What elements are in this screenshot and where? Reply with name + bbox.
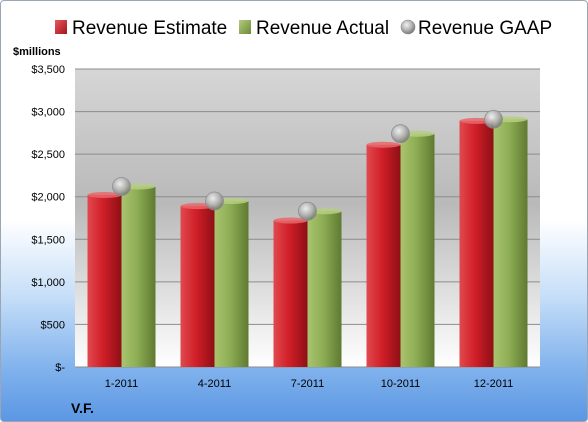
bar-revenue-estimate: [87, 195, 122, 367]
chart-legend: Revenue Estimate Revenue Actual Revenue GA…: [55, 18, 552, 39]
bar-top-cap: [273, 217, 308, 224]
y-tick-label: $-: [55, 362, 65, 374]
legend-swatch-estimate: [55, 20, 67, 34]
marker-revenue-gaap: [484, 109, 503, 129]
marker-revenue-gaap: [391, 124, 410, 144]
y-axis-ticks: $- $500 $1,000 $1,500 $2,000 $2,500 $3,000 $3,5…: [31, 64, 65, 374]
bar-revenue-actual: [400, 133, 435, 367]
y-tick-label: $500: [41, 319, 65, 331]
bar-revenue-estimate: [273, 220, 308, 367]
y-tick-label: $3,500: [31, 64, 65, 76]
bar-revenue-actual: [121, 186, 156, 367]
bar-revenue-actual: [307, 211, 342, 367]
y-tick-label: $1,000: [31, 277, 65, 289]
bar-revenue-estimate: [459, 120, 494, 368]
marker-revenue-gaap: [205, 191, 224, 211]
legend-swatch-actual: [239, 20, 251, 34]
bar-top-cap: [87, 192, 122, 199]
x-axis-ticks: 1-2011 4-2011 7-2011 10-2011 12-2011: [105, 378, 514, 390]
x-tick-label: 7-2011: [291, 378, 324, 390]
company-label: V.F.: [71, 400, 94, 416]
legend-swatch-gaap: [400, 19, 416, 35]
x-tick-label: 1-2011: [105, 378, 138, 390]
bar-revenue-estimate: [366, 144, 401, 367]
y-axis-unit-label: $millions: [13, 46, 61, 58]
markers-layer: [112, 109, 503, 221]
bars-layer: [87, 116, 528, 368]
bar-revenue-actual: [214, 200, 249, 367]
x-tick-label: 12-2011: [474, 378, 514, 390]
marker-revenue-gaap: [298, 201, 317, 221]
bar-revenue-actual: [493, 119, 528, 367]
y-tick-label: $1,500: [31, 234, 65, 246]
legend-label: Revenue Estimate: [72, 18, 227, 39]
y-tick-label: $2,000: [31, 192, 65, 204]
x-tick-label: 4-2011: [198, 378, 231, 390]
marker-revenue-gaap: [112, 177, 131, 196]
bar-top-cap: [366, 141, 401, 148]
bar-revenue-estimate: [180, 206, 215, 367]
y-tick-label: $3,000: [31, 107, 65, 119]
x-tick-label: 10-2011: [381, 378, 421, 390]
legend-label: Revenue GAAP: [418, 18, 552, 39]
y-tick-label: $2,500: [31, 149, 65, 161]
legend-label: Revenue Actual: [256, 18, 389, 39]
